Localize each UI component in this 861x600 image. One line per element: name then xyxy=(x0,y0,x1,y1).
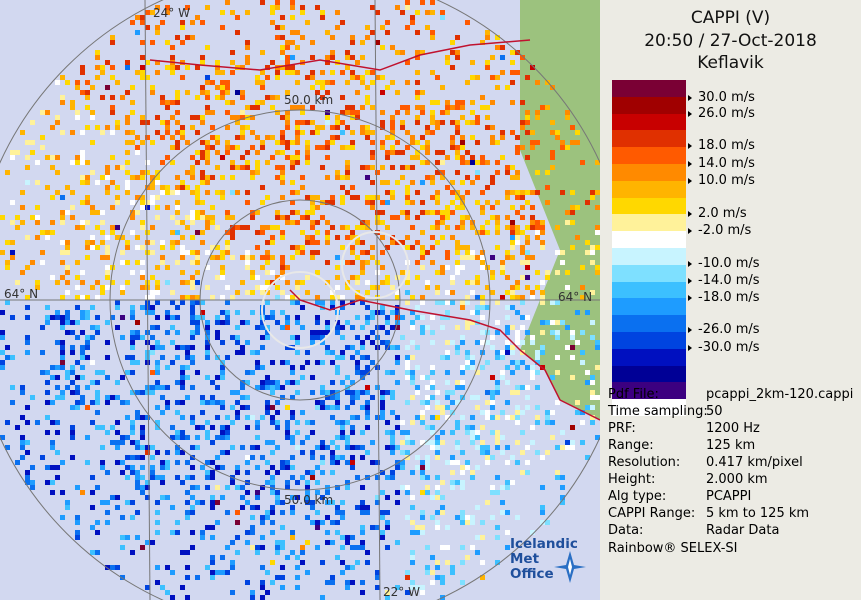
range-ring-label: 50.0 km xyxy=(284,93,334,107)
info-key: Time sampling: xyxy=(608,404,708,419)
scale-label: 30.0 m/s xyxy=(688,90,755,105)
scale-label: -30.0 m/s xyxy=(688,340,760,355)
scale-swatch xyxy=(612,382,686,400)
scale-swatch xyxy=(612,399,686,416)
scale-swatch xyxy=(612,231,686,248)
scale-swatch xyxy=(612,80,686,97)
product-info: Pdf File: pcappi_2km-120.cappi Time sampli… xyxy=(608,387,861,540)
scale-swatch xyxy=(612,163,686,181)
scale-label: 26.0 m/s xyxy=(688,106,755,121)
info-key: Alg type: xyxy=(608,489,667,504)
logo-line1: Icelandic Met xyxy=(510,536,578,567)
scale-swatch xyxy=(612,147,686,164)
product-title: CAPPI (V) xyxy=(690,8,771,28)
scale-swatch xyxy=(612,214,686,232)
scale-swatch xyxy=(612,264,686,282)
info-value: 125 km xyxy=(706,438,756,453)
scale-swatch xyxy=(612,180,686,198)
info-row: Time sampling: 50 xyxy=(608,404,861,421)
scale-swatch xyxy=(612,96,686,114)
info-row: Data: Radar Data xyxy=(608,523,861,540)
imo-logo: Icelandic Met Office xyxy=(510,536,600,583)
scale-label: -26.0 m/s xyxy=(688,322,760,337)
info-key: Height: xyxy=(608,472,656,487)
info-row: PRF: 1200 Hz xyxy=(608,421,861,438)
info-value: 0.417 km/pixel xyxy=(706,455,803,470)
lon-label-top: 24° W xyxy=(153,6,190,20)
scale-swatch xyxy=(612,348,686,366)
legend-panel: CAPPI (V) 20:50 / 27-Oct-2018 Keflavik 3… xyxy=(600,0,861,600)
info-row: Pdf File: pcappi_2km-120.cappi xyxy=(608,387,861,404)
info-value: pcappi_2km-120.cappi xyxy=(706,387,854,402)
info-row: Alg type: PCAPPI xyxy=(608,489,861,506)
scale-label: 18.0 m/s xyxy=(688,138,755,153)
scale-swatch xyxy=(612,298,686,316)
scale-swatch xyxy=(612,247,686,265)
info-value: PCAPPI xyxy=(706,489,752,504)
scale-label: -2.0 m/s xyxy=(688,223,751,238)
logo-star-icon xyxy=(554,551,586,583)
info-value: 1200 Hz xyxy=(706,421,760,436)
info-key: Data: xyxy=(608,523,644,538)
logo-line2: Office xyxy=(510,566,554,582)
scale-swatch xyxy=(612,130,686,148)
lat-label-right: 64° N xyxy=(558,290,593,304)
info-key: CAPPI Range: xyxy=(608,506,696,521)
scale-label: -10.0 m/s xyxy=(688,256,760,271)
info-row: Range: 125 km xyxy=(608,438,861,455)
info-row: Height: 2.000 km xyxy=(608,472,861,489)
lon-label-bottom: 22° W xyxy=(383,585,420,599)
scale-swatch xyxy=(612,113,686,131)
info-key: Pdf File: xyxy=(608,387,659,402)
scale-swatch xyxy=(612,281,686,299)
scale-swatch xyxy=(612,365,686,383)
scale-label: 14.0 m/s xyxy=(688,156,755,171)
radar-map: 24° W 22° W 64° N 64° N 50.0 km 50.0 km … xyxy=(0,0,600,600)
info-value: 50 xyxy=(706,404,723,419)
footer-credit: Rainbow® SELEX-SI xyxy=(608,541,738,556)
scale-label: 10.0 m/s xyxy=(688,173,755,188)
scale-label: -14.0 m/s xyxy=(688,273,760,288)
scale-swatch xyxy=(612,197,686,215)
scale-label: -18.0 m/s xyxy=(688,290,760,305)
info-value: 2.000 km xyxy=(706,472,768,487)
info-value: Radar Data xyxy=(706,523,780,538)
info-row: Resolution: 0.417 km/pixel xyxy=(608,455,861,472)
info-key: PRF: xyxy=(608,421,636,436)
info-key: Resolution: xyxy=(608,455,681,470)
info-row: CAPPI Range: 5 km to 125 km xyxy=(608,506,861,523)
color-scale xyxy=(612,80,686,416)
scale-swatch xyxy=(612,315,686,332)
radar-field xyxy=(0,0,600,600)
info-value: 5 km to 125 km xyxy=(706,506,810,521)
station-name: Keflavik xyxy=(697,53,764,73)
lat-label-left: 64° N xyxy=(4,287,39,301)
range-ring-label-lower: 50.0 km xyxy=(284,493,334,507)
scale-label: 2.0 m/s xyxy=(688,206,747,221)
scale-swatch xyxy=(612,331,686,349)
timestamp: 20:50 / 27-Oct-2018 xyxy=(644,31,817,51)
info-key: Range: xyxy=(608,438,654,453)
